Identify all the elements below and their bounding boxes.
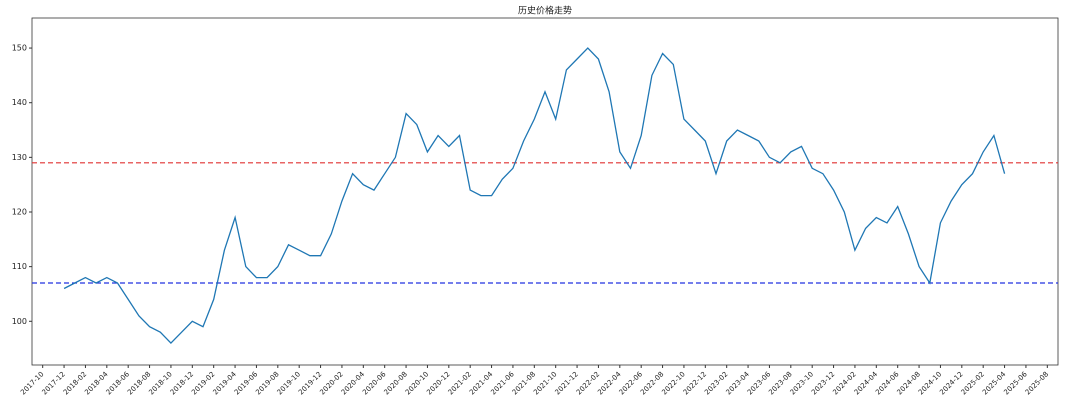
chart-title: 历史价格走势 — [518, 5, 572, 17]
y-tick-label: 100 — [12, 317, 27, 326]
price-line — [63, 47, 1006, 345]
x-tick-label: 2025-08 — [1024, 370, 1050, 396]
y-tick-label: 110 — [12, 262, 27, 271]
y-tick-label: 130 — [12, 153, 27, 162]
y-tick-label: 120 — [12, 207, 27, 216]
plot-frame — [31, 17, 1059, 366]
y-tick-label: 140 — [12, 98, 27, 107]
y-tick-label: 150 — [12, 44, 27, 53]
